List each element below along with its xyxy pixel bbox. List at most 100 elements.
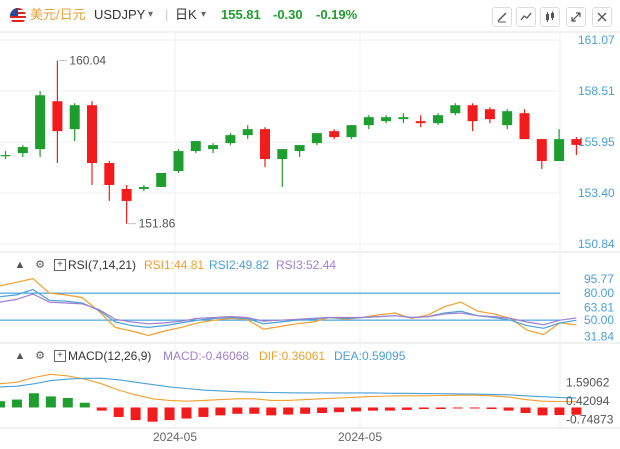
macd-histogram-bar <box>486 407 497 410</box>
macd-y-tick: -0.74873 <box>566 412 614 426</box>
collapse-icon[interactable]: ▲ <box>14 350 26 362</box>
toolbar: 美元/日元 USDJPY ▾ | 日K ▾ 155.81 -0.30 -0.19… <box>0 0 620 32</box>
macd-y-tick: 0.42094 <box>566 394 610 408</box>
macd-histogram-bar <box>249 407 260 414</box>
price-change-pct: -0.19% <box>316 7 358 22</box>
us-flag-icon <box>10 8 26 24</box>
candle-body <box>381 117 392 122</box>
macd-histogram-bar <box>334 407 345 413</box>
draw-line-icon[interactable] <box>492 7 512 27</box>
add-icon[interactable]: + <box>54 350 66 362</box>
macd-histogram-bar <box>79 402 90 408</box>
candle-body <box>138 186 149 189</box>
chart-type-icon[interactable] <box>540 7 560 27</box>
fullscreen-icon[interactable] <box>566 7 586 27</box>
candle-body <box>502 111 513 126</box>
candle-body <box>156 173 167 187</box>
dif-legend: DIF:0.36061 <box>259 349 326 363</box>
rsi-y-tick: 31.84 <box>584 330 614 344</box>
chevron-down-icon[interactable]: ▾ <box>201 9 207 20</box>
chevron-down-icon[interactable]: ▾ <box>148 9 154 20</box>
price-change: -0.30 <box>273 7 303 22</box>
settings-icon[interactable]: ⚙ <box>35 350 45 362</box>
collapse-icon[interactable]: ▲ <box>14 259 26 271</box>
main-y-tick: 161.07 <box>578 33 615 47</box>
candle-body <box>519 113 530 140</box>
divider: | <box>165 7 169 22</box>
macd-histogram-bar <box>503 407 514 411</box>
period-selector[interactable]: 日K <box>175 7 197 22</box>
macd-histogram-bar <box>28 393 39 408</box>
rsi-series-line-rsi1 <box>0 278 577 337</box>
macd-histogram-bar <box>215 407 226 416</box>
macd-histogram-bar <box>232 407 243 414</box>
macd-histogram-bar <box>351 407 362 412</box>
dea-line <box>0 377 577 399</box>
candle-body <box>0 155 11 157</box>
macd-histogram-bar <box>418 407 429 410</box>
pair-name: 美元/日元 <box>30 7 86 22</box>
candle-body <box>450 105 461 114</box>
macd-histogram-bar <box>520 407 531 413</box>
macd-histogram-bar <box>11 399 22 408</box>
macd-histogram-bar <box>452 407 463 409</box>
candle-body <box>398 117 409 120</box>
macd-histogram-bar <box>435 407 446 410</box>
candle-body <box>190 141 201 152</box>
macd-y-tick: 1.59062 <box>566 375 610 389</box>
add-icon[interactable]: + <box>54 259 66 271</box>
macd-histogram-bar <box>96 407 107 411</box>
candle-body <box>277 149 288 160</box>
rsi-y-tick: 95.77 <box>584 272 614 286</box>
macd-histogram-bar <box>537 407 548 416</box>
rsi1-legend: RSI1:44.81 <box>144 258 205 272</box>
candle-body <box>35 95 46 150</box>
candle-body <box>17 147 28 154</box>
current-price: 155.81 <box>221 7 261 22</box>
candle-body <box>260 129 270 160</box>
candle-body <box>536 139 547 162</box>
macd-histogram-bar <box>317 407 328 413</box>
candle-body <box>294 145 305 152</box>
candle-body <box>415 121 426 124</box>
candle-body <box>346 125 357 138</box>
macd-legend: MACD:-0.46068 <box>163 349 250 363</box>
macd-histogram-bar <box>266 407 277 416</box>
candle-body <box>363 117 374 126</box>
rsi-series-line-rsi2 <box>0 288 577 329</box>
candle-body <box>121 188 132 201</box>
main-y-tick: 153.40 <box>578 186 615 200</box>
candle-body <box>484 109 495 120</box>
close-icon[interactable] <box>592 7 612 27</box>
main-y-tick: 150.84 <box>578 237 615 251</box>
macd-histogram-bar <box>130 407 141 421</box>
macd-histogram-bar <box>45 396 56 408</box>
macd-histogram-bar <box>384 407 395 411</box>
settings-icon[interactable]: ⚙ <box>35 259 45 271</box>
rsi-title: RSI(7,14,21) <box>68 258 137 272</box>
candle-body <box>208 145 219 150</box>
candle-body <box>69 105 80 130</box>
candle-body <box>104 163 115 185</box>
macd-histogram-bar <box>469 407 480 409</box>
candle-body <box>554 139 565 162</box>
macd-histogram-bar <box>300 407 311 414</box>
candle-body <box>173 151 184 172</box>
rsi3-legend: RSI3:52.44 <box>276 258 337 272</box>
macd-histogram-bar <box>62 398 73 408</box>
symbol-selector[interactable]: USDJPY <box>94 7 146 22</box>
extreme-label: 151.86 <box>139 217 176 231</box>
candle-body <box>242 129 253 136</box>
rsi-y-tick: 50.00 <box>584 313 614 327</box>
dif-line <box>0 373 577 403</box>
candle-body <box>225 135 236 144</box>
main-y-tick: 155.95 <box>578 135 615 149</box>
candle-body <box>329 131 340 138</box>
candle-body <box>52 101 63 132</box>
macd-histogram-bar <box>0 401 5 408</box>
rsi-y-tick: 80.00 <box>584 286 614 300</box>
rsi2-legend: RSI2:49.82 <box>209 258 270 272</box>
extreme-label: 160.04 <box>69 54 106 68</box>
indicator-icon[interactable] <box>516 7 536 27</box>
